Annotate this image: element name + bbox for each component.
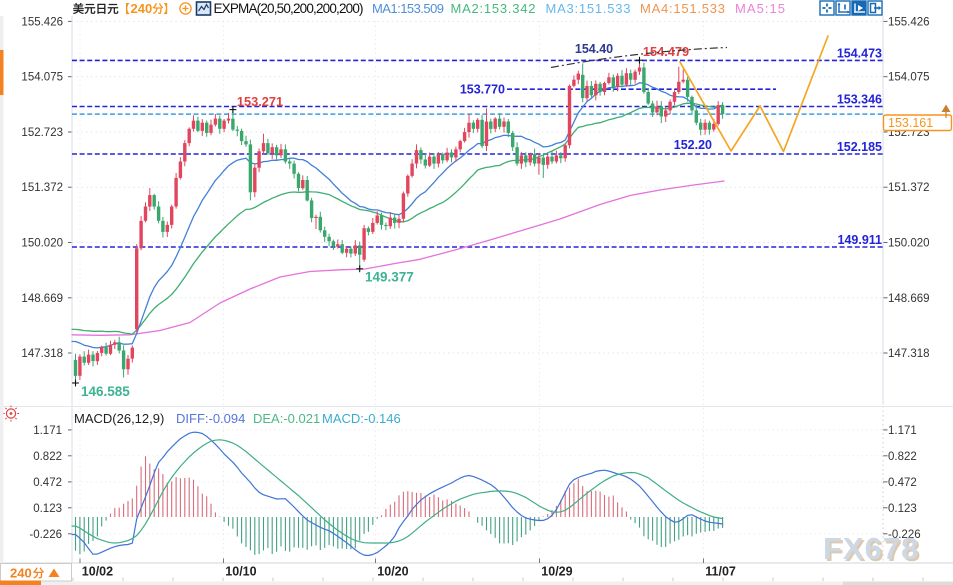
svg-text:153.770: 153.770: [460, 83, 505, 97]
svg-text:10/29: 10/29: [541, 565, 572, 579]
svg-text:155.426: 155.426: [888, 16, 930, 28]
svg-text:240: 240: [131, 1, 153, 16]
svg-text:151.372: 151.372: [888, 182, 930, 194]
svg-text:0.123: 0.123: [33, 503, 62, 515]
svg-text:DEA:-0.021: DEA:-0.021: [253, 411, 320, 426]
svg-text:152.20: 152.20: [674, 138, 712, 152]
svg-text:154.075: 154.075: [888, 72, 930, 84]
svg-text:MACD(26,12,9): MACD(26,12,9): [74, 411, 164, 426]
svg-text:240: 240: [10, 566, 32, 581]
svg-text:10/02: 10/02: [82, 565, 113, 579]
svg-text:0.472: 0.472: [888, 477, 917, 489]
svg-text:0.123: 0.123: [888, 503, 917, 515]
svg-text:151.372: 151.372: [21, 182, 63, 194]
svg-text:10/20: 10/20: [377, 565, 408, 579]
svg-text:MA2:153.342: MA2:153.342: [451, 1, 536, 16]
svg-text:FX678: FX678: [823, 531, 919, 566]
svg-text:150.020: 150.020: [21, 238, 63, 250]
svg-text:149.377: 149.377: [365, 270, 414, 285]
svg-text:0.822: 0.822: [888, 451, 917, 463]
svg-text:0.822: 0.822: [33, 451, 62, 463]
svg-text:-0.226: -0.226: [888, 529, 921, 541]
svg-text:146.585: 146.585: [81, 384, 130, 399]
svg-text:MA5:15: MA5:15: [735, 1, 785, 16]
svg-text:MACD:-0.146: MACD:-0.146: [322, 411, 401, 426]
svg-text:152.185: 152.185: [837, 140, 882, 154]
svg-text:147.318: 147.318: [21, 348, 63, 360]
svg-text:-0.226: -0.226: [29, 529, 62, 541]
svg-text:154.40: 154.40: [575, 42, 613, 56]
svg-text:155.426: 155.426: [21, 16, 63, 28]
svg-text:MA4:151.533: MA4:151.533: [640, 1, 725, 16]
svg-text:FX678: FX678: [825, 533, 921, 568]
svg-text:1.171: 1.171: [888, 425, 917, 437]
svg-text:10/10: 10/10: [225, 565, 256, 579]
svg-text:154.473: 154.473: [837, 46, 882, 60]
svg-text:MA1:153.509: MA1:153.509: [372, 1, 444, 16]
svg-text:11/07: 11/07: [705, 565, 736, 579]
svg-text:EXPMA(20,50,200,200,200): EXPMA(20,50,200,200,200): [214, 1, 364, 16]
svg-text:147.318: 147.318: [888, 348, 930, 360]
svg-text:149.911: 149.911: [838, 233, 883, 247]
svg-text:153.346: 153.346: [837, 93, 882, 107]
svg-text:148.669: 148.669: [888, 293, 930, 305]
svg-text:MA3:151.533: MA3:151.533: [546, 1, 631, 16]
svg-text:153.271: 153.271: [237, 94, 283, 109]
svg-text:150.020: 150.020: [888, 238, 930, 250]
svg-text:153.161: 153.161: [888, 116, 933, 130]
svg-text:1.171: 1.171: [33, 425, 62, 437]
svg-text:DIFF:-0.094: DIFF:-0.094: [176, 411, 245, 426]
svg-text:0.472: 0.472: [33, 477, 62, 489]
svg-text:152.723: 152.723: [21, 127, 63, 139]
svg-text:148.669: 148.669: [21, 293, 63, 305]
svg-text:154.075: 154.075: [21, 72, 63, 84]
